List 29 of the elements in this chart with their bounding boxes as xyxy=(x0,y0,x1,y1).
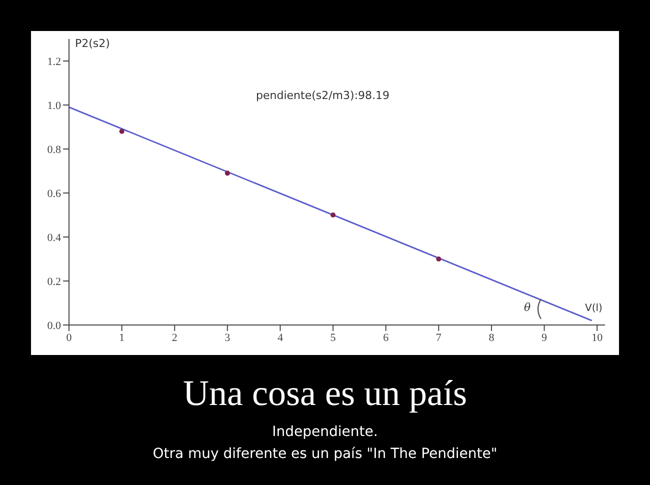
x-tick-label: 10 xyxy=(592,332,604,344)
x-tick-label: 5 xyxy=(330,332,336,344)
x-tick-label: 9 xyxy=(542,332,548,344)
text: Otra muy diferente es un país "In The Pendiente" xyxy=(152,446,498,462)
point xyxy=(224,170,230,176)
x-tick-label: 8 xyxy=(488,332,495,344)
x-tick-label: 1 xyxy=(119,332,125,344)
point xyxy=(436,256,442,262)
point xyxy=(119,128,124,134)
x-tick-label: 0 xyxy=(66,332,72,344)
x-tick-label: 7 xyxy=(436,332,442,344)
x-tick-label: 2 xyxy=(172,332,178,344)
text: Independiente. xyxy=(271,424,379,440)
y-tick-label: 1.2 xyxy=(47,56,61,68)
x-tick-label: 6 xyxy=(383,332,390,344)
annotation: θ xyxy=(524,301,531,314)
x-tick-label: 4 xyxy=(277,332,284,344)
y-tick-label: 0.6 xyxy=(47,188,62,200)
y-tick-label: 0.8 xyxy=(47,144,62,156)
x-tick-label: 3 xyxy=(224,332,231,344)
y-tick-label: 1.0 xyxy=(47,100,62,112)
y-tick-label: 0.4 xyxy=(47,232,62,244)
x-axis-title: V(l) xyxy=(585,303,602,314)
y-tick-label: 0.0 xyxy=(47,320,62,332)
annotation: pendiente(s2/m3):98.19 xyxy=(256,89,390,102)
point xyxy=(330,212,336,218)
y-tick-label: 0.2 xyxy=(47,276,61,288)
y-axis-title: P2(s2) xyxy=(75,37,110,50)
text: Una cosa es un país xyxy=(182,372,468,414)
